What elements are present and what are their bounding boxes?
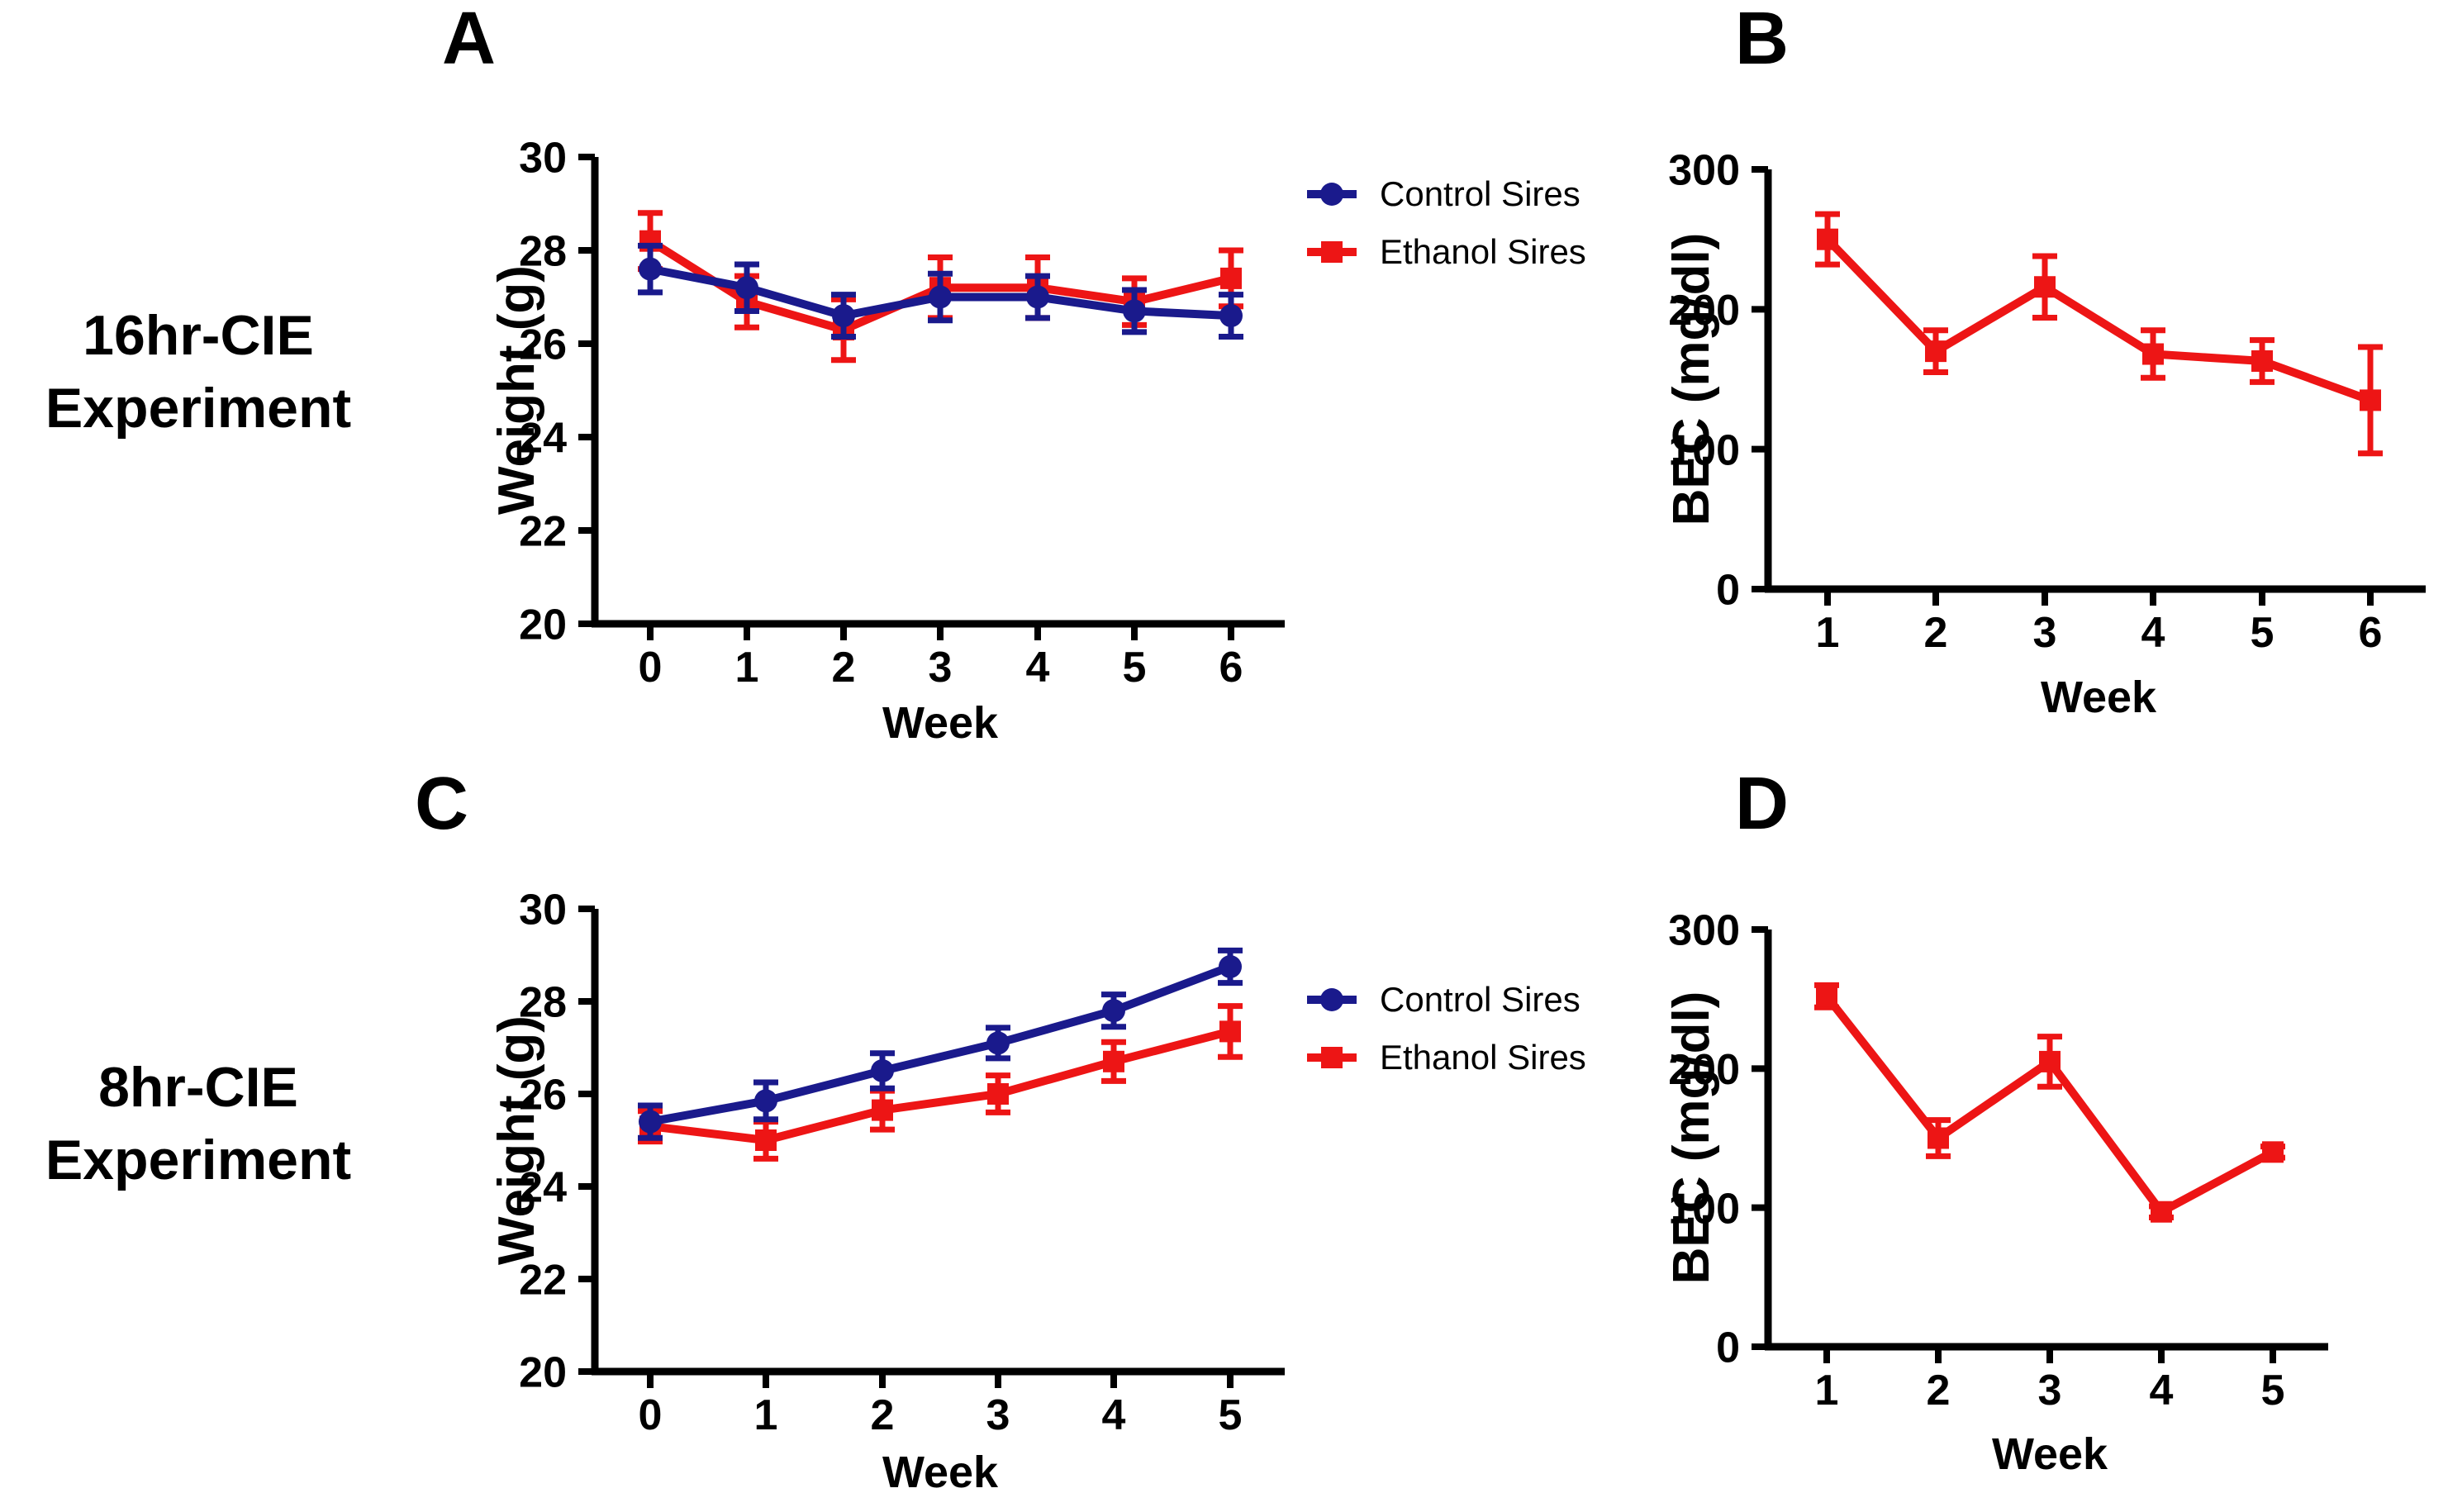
svg-text:100: 100 (1668, 426, 1740, 474)
svg-text:200: 200 (1668, 287, 1740, 335)
svg-text:20: 20 (519, 1349, 567, 1397)
svg-text:5: 5 (2251, 609, 2275, 657)
svg-text:Weight (g): Weight (g) (488, 1015, 545, 1265)
row-label-16hr-line2: Experiment (45, 377, 352, 440)
svg-text:24: 24 (519, 415, 567, 463)
ethanol-series-marker-icon (1307, 1047, 1357, 1068)
svg-text:22: 22 (519, 508, 567, 556)
svg-text:24: 24 (519, 1164, 567, 1212)
legend-item-ethanol-sires: Ethanol Sires (1307, 232, 1586, 271)
svg-text:20: 20 (519, 601, 567, 649)
svg-text:26: 26 (519, 321, 567, 369)
svg-text:0: 0 (1716, 1324, 1740, 1372)
svg-text:30: 30 (519, 887, 567, 934)
svg-text:6: 6 (2359, 609, 2383, 657)
ethanol-series-marker-icon (1307, 241, 1357, 263)
row-label-8hr-cie: 8hr-CIE Experiment (0, 1051, 397, 1197)
svg-text:4: 4 (2141, 609, 2165, 657)
svg-text:2: 2 (832, 644, 856, 692)
svg-text:BEC (mg/dl): BEC (mg/dl) (1663, 233, 1720, 526)
series-ethanol-sires (1815, 211, 2383, 457)
series-control-sires (638, 242, 1243, 340)
svg-text:0: 0 (639, 644, 663, 692)
svg-text:30: 30 (519, 135, 567, 183)
svg-text:2: 2 (1924, 609, 1948, 657)
control-series-marker-icon (1307, 183, 1357, 206)
svg-text:2: 2 (871, 1391, 895, 1439)
svg-text:28: 28 (519, 979, 567, 1027)
svg-text:3: 3 (2033, 609, 2057, 657)
legend-label-control-sires: Control Sires (1380, 980, 1581, 1019)
svg-text:4: 4 (1026, 644, 1050, 692)
svg-text:28: 28 (519, 228, 567, 276)
svg-text:Week: Week (2041, 673, 2157, 722)
svg-text:0: 0 (639, 1391, 663, 1439)
legend-label-ethanol-sires: Ethanol Sires (1380, 232, 1586, 271)
svg-text:1: 1 (1815, 1367, 1839, 1415)
legend-item-control-sires: Control Sires (1307, 980, 1586, 1019)
svg-text:Week: Week (1992, 1429, 2108, 1479)
panel-B-chart: 0 100 200 300 1 2 3 4 5 6 Week BEC (mg/dl) (1663, 147, 2426, 722)
row-label-8hr-line1: 8hr-CIE (98, 1056, 298, 1119)
svg-text:1: 1 (754, 1391, 778, 1439)
row-label-8hr-line2: Experiment (45, 1129, 352, 1192)
panel-label-B: B (1735, 0, 1789, 80)
panel-D-chart: 0 100 200 300 1 2 3 4 5 Week BEC (mg/dl) (1663, 907, 2328, 1479)
svg-text:Weight (g): Weight (g) (488, 265, 545, 515)
svg-text:Week: Week (882, 1448, 999, 1497)
svg-text:2: 2 (1927, 1367, 1951, 1415)
legend-8hr: Control Sires Ethanol Sires (1307, 980, 1586, 1097)
legend-item-control-sires: Control Sires (1307, 174, 1586, 213)
svg-text:1: 1 (735, 644, 759, 692)
svg-text:300: 300 (1668, 147, 1740, 195)
svg-text:26: 26 (519, 1072, 567, 1120)
svg-text:100: 100 (1668, 1185, 1740, 1233)
control-series-marker-icon (1307, 988, 1357, 1011)
panel-label-D: D (1735, 763, 1789, 845)
panel-label-A: A (442, 0, 496, 80)
panel-label-C: C (415, 763, 468, 845)
svg-text:BEC (mg/dl): BEC (mg/dl) (1663, 991, 1720, 1285)
legend-item-ethanol-sires: Ethanol Sires (1307, 1038, 1586, 1077)
series-ethanol-sires (1814, 982, 2285, 1223)
svg-text:3: 3 (2038, 1367, 2062, 1415)
svg-text:22: 22 (519, 1257, 567, 1305)
legend-16hr: Control Sires Ethanol Sires (1307, 174, 1586, 292)
svg-text:4: 4 (2150, 1367, 2174, 1415)
svg-text:6: 6 (1219, 644, 1243, 692)
series-ethanol-sires (638, 1003, 1243, 1162)
legend-label-ethanol-sires: Ethanol Sires (1380, 1038, 1586, 1077)
svg-text:300: 300 (1668, 907, 1740, 955)
panel-C-chart: 20 22 24 26 28 30 0 1 2 3 4 5 Week Weight (g) (488, 887, 1285, 1497)
row-label-16hr-cie: 16hr-CIE Experiment (0, 299, 397, 445)
svg-text:200: 200 (1668, 1046, 1740, 1094)
panel-A-chart: 20 22 24 26 28 30 0 1 2 3 4 5 6 Week Weight (g) (488, 135, 1285, 748)
svg-text:Week: Week (882, 698, 999, 748)
svg-text:5: 5 (1219, 1391, 1243, 1439)
svg-text:3: 3 (929, 644, 953, 692)
svg-text:5: 5 (2261, 1367, 2285, 1415)
svg-text:0: 0 (1716, 567, 1740, 615)
series-control-sires (638, 947, 1243, 1141)
svg-text:5: 5 (1123, 644, 1147, 692)
row-label-16hr-line1: 16hr-CIE (83, 304, 314, 367)
svg-text:1: 1 (1816, 609, 1840, 657)
legend-label-control-sires: Control Sires (1380, 174, 1581, 213)
svg-text:4: 4 (1102, 1391, 1126, 1439)
svg-text:3: 3 (986, 1391, 1010, 1439)
